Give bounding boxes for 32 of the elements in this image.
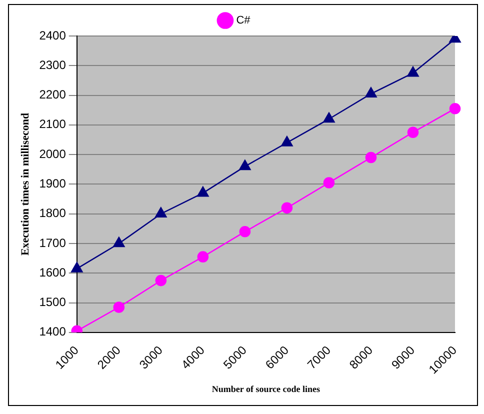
y-tick-label: 1700 xyxy=(39,236,66,250)
point xyxy=(449,102,461,114)
y-tick-label: 1800 xyxy=(39,206,66,220)
y-tick-label: 1600 xyxy=(39,265,66,280)
point xyxy=(155,207,167,218)
point xyxy=(365,87,377,98)
point xyxy=(197,251,209,262)
point xyxy=(281,136,293,146)
point xyxy=(323,177,335,188)
y-tick-label: 1900 xyxy=(39,176,66,191)
legend-label: C# xyxy=(236,14,252,27)
point xyxy=(71,262,83,272)
point xyxy=(407,126,419,138)
point xyxy=(155,274,167,286)
point xyxy=(239,226,251,238)
x-axis-title: Number of source code lines xyxy=(212,384,321,394)
point xyxy=(197,186,209,197)
y-tick-label: 2000 xyxy=(39,146,66,161)
point xyxy=(281,202,293,214)
point xyxy=(365,152,377,164)
point xyxy=(113,236,125,248)
y-tick-label: 1400 xyxy=(39,324,66,339)
y-axis-title: Execution times in millisecond xyxy=(19,112,32,256)
y-tick-label: 2300 xyxy=(39,58,66,72)
y-tick-label: 2400 xyxy=(39,28,66,42)
point xyxy=(113,302,125,313)
point xyxy=(323,112,335,123)
y-tick-label: 1500 xyxy=(39,295,66,310)
y-tick-label: 2100 xyxy=(39,117,66,132)
point xyxy=(407,66,419,77)
point xyxy=(239,160,251,170)
y-tick-label: 2200 xyxy=(39,88,66,102)
